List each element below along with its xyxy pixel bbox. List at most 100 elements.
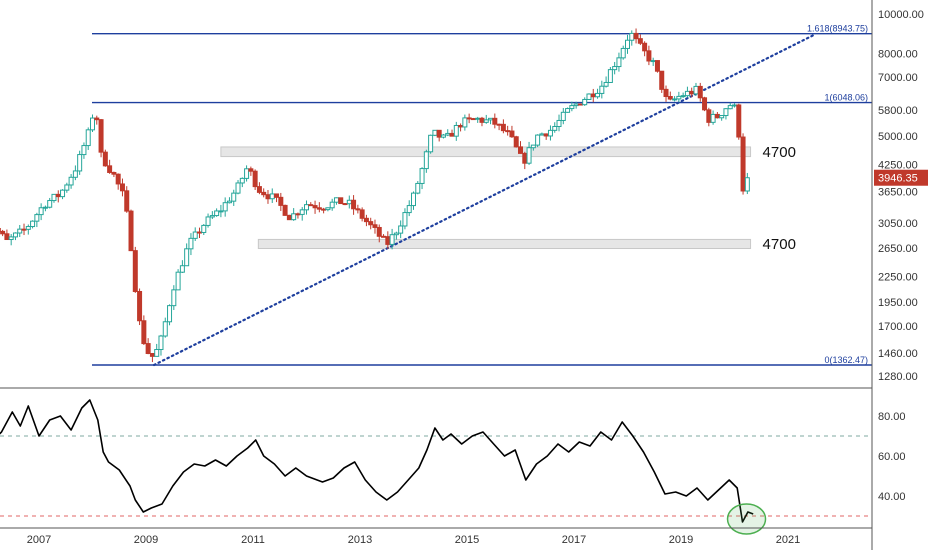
time-tick-0: 2007 (27, 534, 51, 546)
candle-body-47 (185, 249, 189, 266)
candle-body-74 (300, 210, 304, 215)
candle-body-22 (78, 155, 82, 171)
candle-body-168 (703, 98, 707, 110)
candle-body-68 (275, 194, 279, 197)
candle-body-106 (437, 130, 441, 137)
candle-body-31 (116, 174, 120, 184)
candle-body-135 (561, 112, 565, 120)
candle-body-55 (219, 211, 223, 212)
time-tick-5: 2017 (562, 534, 586, 546)
candle-body-171 (715, 114, 719, 117)
trendline-group (154, 35, 815, 365)
candle-body-176 (737, 105, 741, 137)
candle-body-39 (150, 353, 154, 356)
price-tick-3: 5800.00 (878, 105, 918, 117)
candle-body-71 (287, 215, 291, 219)
candle-body-52 (206, 217, 210, 225)
candle-body-140 (583, 99, 587, 104)
candle-body-142 (591, 94, 595, 97)
candle-body-88 (360, 210, 364, 218)
candle-body-166 (694, 86, 698, 93)
candle-body-36 (138, 291, 142, 320)
candle-body-144 (600, 86, 604, 93)
candle-body-60 (240, 178, 244, 183)
candle-body-164 (685, 91, 689, 95)
candle-body-72 (292, 214, 296, 220)
candle-body-156 (651, 61, 655, 62)
candle-body-162 (677, 96, 681, 99)
candle-body-157 (655, 61, 659, 72)
candle-body-69 (279, 197, 283, 205)
price-tick-9: 2250.00 (878, 272, 918, 284)
candle-body-108 (446, 133, 450, 135)
candle-body-32 (120, 184, 124, 191)
price-tick-11: 1700.00 (878, 321, 918, 333)
candle-body-137 (570, 106, 574, 109)
candle-body-37 (142, 321, 146, 344)
candle-body-58 (232, 193, 236, 201)
candle-body-53 (210, 216, 214, 217)
time-tick-3: 2013 (348, 534, 372, 546)
candle-body-10 (26, 227, 30, 230)
candle-body-81 (330, 202, 334, 208)
candle-body-99 (407, 206, 411, 213)
price-tick-1: 8000.00 (878, 48, 918, 60)
candle-body-154 (643, 43, 647, 51)
candle-body-93 (382, 236, 386, 237)
candle-body-33 (125, 191, 129, 211)
candle-body-91 (373, 225, 377, 228)
price-tick-8: 2650.00 (878, 243, 918, 255)
candle-body-21 (73, 171, 77, 177)
candle-body-75 (305, 205, 309, 210)
candle-body-155 (647, 51, 651, 61)
candle-body-44 (172, 290, 176, 306)
candle-body-121 (501, 124, 505, 130)
candle-body-86 (352, 200, 356, 209)
candle-body-178 (745, 178, 749, 191)
candle-body-165 (690, 91, 694, 93)
candle-body-173 (724, 109, 728, 116)
candle-body-59 (236, 183, 240, 193)
candle-body-126 (523, 153, 527, 163)
candle-body-103 (424, 152, 428, 169)
candle-body-17 (56, 194, 60, 196)
candle-body-117 (484, 120, 488, 122)
candle-body-149 (621, 48, 625, 57)
fib-label-0: 1.618(8943.75) (807, 24, 868, 34)
candle-body-138 (574, 104, 578, 106)
candle-body-115 (476, 118, 480, 119)
candle-body-125 (519, 147, 523, 154)
rsi-tick-2: 40.00 (878, 491, 906, 503)
candle-body-122 (506, 131, 510, 132)
candle-body-16 (52, 194, 56, 200)
candle-body-111 (459, 125, 463, 126)
candle-body-158 (660, 71, 664, 89)
candle-body-167 (698, 86, 702, 97)
candle-body-98 (403, 213, 407, 226)
candle-body-109 (450, 133, 454, 136)
candle-body-66 (266, 195, 270, 199)
candle-body-84 (343, 204, 347, 205)
candle-body-105 (433, 130, 437, 135)
candle-body-107 (441, 135, 445, 137)
candle-body-147 (613, 67, 617, 70)
candle-body-34 (129, 211, 133, 251)
candle-body-102 (420, 169, 424, 184)
price-tick-7: 3050.00 (878, 218, 918, 230)
candle-body-110 (454, 125, 458, 136)
candle-body-12 (35, 215, 39, 222)
candle-body-9 (22, 229, 26, 230)
candle-body-113 (467, 118, 471, 119)
candle-body-48 (189, 238, 193, 248)
candle-body-70 (283, 205, 287, 215)
time-tick-6: 2019 (669, 534, 693, 546)
candle-body-134 (557, 120, 561, 126)
candle-body-15 (48, 201, 52, 208)
candle-body-56 (223, 203, 227, 211)
candle-body-116 (480, 118, 484, 122)
candle-body-170 (711, 114, 715, 122)
candle-body-151 (630, 33, 634, 40)
candle-body-5 (5, 234, 9, 240)
